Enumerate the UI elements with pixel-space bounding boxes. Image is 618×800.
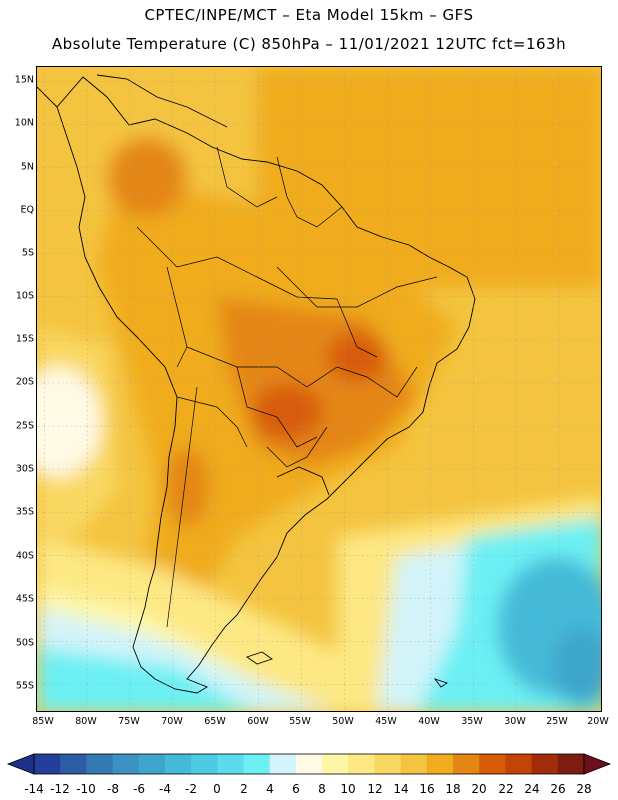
colorbar-under-arrow <box>6 753 35 775</box>
lon-label-40w: 40W <box>418 716 440 727</box>
colorbar-label: 4 <box>266 782 274 796</box>
colorbar-segment <box>505 754 533 774</box>
colorbar-segment <box>557 754 585 774</box>
lat-label-35s: 35S <box>15 506 34 518</box>
lon-label-75w: 75W <box>118 716 140 727</box>
lat-label-5n: 5N <box>20 161 34 173</box>
colorbar-segment <box>400 754 428 774</box>
lat-label-55s: 55S <box>15 680 34 692</box>
colorbar-label: 0 <box>213 782 221 796</box>
lon-label-70w: 70W <box>161 716 183 727</box>
colorbar-label: 8 <box>318 782 326 796</box>
colorbar-segment <box>295 754 323 774</box>
lat-label-15n: 15N <box>14 74 34 86</box>
colorbar-segment <box>269 754 297 774</box>
lat-label-10n: 10N <box>14 117 34 129</box>
lat-label-30s: 30S <box>15 463 34 475</box>
lon-label-60w: 60W <box>247 716 269 727</box>
colorbar-segment <box>531 754 559 774</box>
lon-label-20w: 20W <box>587 716 609 727</box>
colorbar-label: 22 <box>498 782 514 796</box>
colorbar-label: 24 <box>524 782 540 796</box>
colorbar-label: -10 <box>76 782 96 796</box>
colorbar-segment <box>60 754 87 774</box>
colorbar-label: 18 <box>445 782 461 796</box>
lon-label-80w: 80W <box>75 716 97 727</box>
colorbar-segment <box>217 754 245 774</box>
colorbar-label: 26 <box>550 782 566 796</box>
lat-label-50s: 50S <box>15 637 34 649</box>
lon-label-25w: 25W <box>546 716 568 727</box>
colorbar-label: 6 <box>292 782 300 796</box>
colorbar-label: 12 <box>367 782 383 796</box>
colorbar-segment <box>112 754 140 774</box>
colorbar-segment <box>426 754 454 774</box>
colorbar-label: -14 <box>24 782 44 796</box>
colorbar-label: -8 <box>107 782 119 796</box>
chart-title-line1: CPTEC/INPE/MCT – Eta Model 15km – GFS <box>144 6 474 24</box>
colorbar-segment <box>453 754 480 774</box>
lon-label-35w: 35W <box>461 716 483 727</box>
lon-label-55w: 55W <box>289 716 311 727</box>
colorbar-label: 20 <box>471 782 487 796</box>
colorbar-label: -6 <box>133 782 145 796</box>
lat-label-25s: 25S <box>15 420 34 432</box>
colorbar-label: 10 <box>340 782 356 796</box>
lon-label-45w: 45W <box>375 716 397 727</box>
colorbar-segment <box>374 754 402 774</box>
lat-label-20s: 20S <box>15 376 34 388</box>
colorbar-label: -12 <box>50 782 70 796</box>
lat-label-40s: 40S <box>15 550 34 562</box>
lat-label-45s: 45S <box>15 593 34 605</box>
colorbar-label: 28 <box>576 782 592 796</box>
lat-label-5s: 5S <box>21 247 34 259</box>
lon-label-85w: 85W <box>32 716 54 727</box>
colorbar-segment <box>34 754 61 774</box>
colorbar-segment <box>322 754 349 774</box>
colorbar-label: 14 <box>393 782 409 796</box>
lat-label-eq: EQ <box>20 204 34 216</box>
colorbar-label: 16 <box>419 782 435 796</box>
colorbar-label: 2 <box>240 782 248 796</box>
grid-overlay <box>37 67 601 711</box>
colorbar-segment <box>479 754 506 774</box>
colorbar-over-arrow <box>583 753 612 775</box>
lat-label-10s: 10S <box>15 290 34 302</box>
lat-label-15s: 15S <box>15 333 34 345</box>
lon-label-50w: 50W <box>332 716 354 727</box>
colorbar-segment <box>348 754 375 774</box>
colorbar-segment <box>164 754 192 774</box>
temperature-map <box>36 66 602 712</box>
colorbar-label: -4 <box>159 782 171 796</box>
colorbar-segment <box>243 754 271 774</box>
colorbar-label: -2 <box>185 782 197 796</box>
colorbar-segment <box>86 754 114 774</box>
colorbar-segments <box>33 753 585 775</box>
colorbar <box>6 753 612 775</box>
chart-title-line2: Absolute Temperature (C) 850hPa – 11/01/… <box>51 35 567 53</box>
colorbar-segment <box>138 754 166 774</box>
colorbar-segment <box>191 754 218 774</box>
map-field <box>37 67 601 711</box>
lon-label-30w: 30W <box>504 716 526 727</box>
lon-label-65w: 65W <box>204 716 226 727</box>
